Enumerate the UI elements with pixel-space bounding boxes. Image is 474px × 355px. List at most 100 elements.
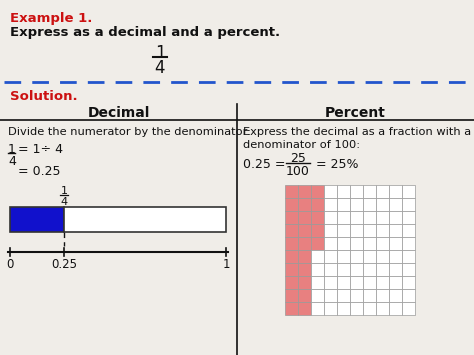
Bar xyxy=(311,185,324,198)
Bar xyxy=(285,263,298,276)
Bar xyxy=(376,237,389,250)
Bar xyxy=(298,289,311,302)
Bar xyxy=(363,198,376,211)
Bar xyxy=(402,211,415,224)
Bar xyxy=(337,224,350,237)
Bar xyxy=(402,224,415,237)
Bar xyxy=(337,276,350,289)
Bar xyxy=(402,237,415,250)
Bar xyxy=(285,198,298,211)
Bar xyxy=(10,207,64,232)
Bar xyxy=(376,263,389,276)
Bar xyxy=(324,237,337,250)
Bar xyxy=(324,224,337,237)
Bar xyxy=(389,289,402,302)
Text: Solution.: Solution. xyxy=(10,90,78,103)
Bar xyxy=(350,250,363,263)
Bar xyxy=(337,198,350,211)
Bar xyxy=(337,289,350,302)
Bar xyxy=(311,276,324,289)
Bar xyxy=(311,302,324,315)
Bar xyxy=(363,224,376,237)
Bar xyxy=(285,224,298,237)
Bar xyxy=(376,198,389,211)
Bar xyxy=(285,211,298,224)
Bar xyxy=(402,263,415,276)
Bar xyxy=(350,276,363,289)
Bar xyxy=(298,237,311,250)
Bar xyxy=(376,250,389,263)
Bar xyxy=(311,211,324,224)
Bar xyxy=(389,276,402,289)
Bar xyxy=(311,250,324,263)
Bar xyxy=(389,237,402,250)
Bar xyxy=(298,276,311,289)
Bar xyxy=(324,250,337,263)
Bar xyxy=(389,250,402,263)
Bar xyxy=(298,198,311,211)
Bar xyxy=(285,185,298,198)
Bar xyxy=(64,207,226,232)
Bar xyxy=(389,224,402,237)
Text: denominator of 100:: denominator of 100: xyxy=(243,140,360,150)
Bar xyxy=(285,302,298,315)
Text: 1: 1 xyxy=(8,143,16,156)
Bar xyxy=(324,302,337,315)
Bar xyxy=(285,237,298,250)
Bar xyxy=(337,211,350,224)
Bar xyxy=(363,276,376,289)
Bar xyxy=(337,185,350,198)
Bar xyxy=(363,302,376,315)
Bar xyxy=(402,185,415,198)
Bar xyxy=(350,302,363,315)
Bar xyxy=(350,237,363,250)
Bar xyxy=(298,224,311,237)
Bar xyxy=(298,211,311,224)
Bar xyxy=(402,250,415,263)
Bar xyxy=(337,250,350,263)
Bar xyxy=(350,289,363,302)
Bar xyxy=(298,250,311,263)
Bar xyxy=(389,185,402,198)
Bar xyxy=(311,289,324,302)
Text: 0.25: 0.25 xyxy=(51,258,77,271)
Bar xyxy=(363,237,376,250)
Bar xyxy=(389,198,402,211)
Text: Divide the numerator by the denominator:: Divide the numerator by the denominator: xyxy=(8,127,251,137)
Bar xyxy=(376,211,389,224)
Bar xyxy=(363,211,376,224)
Bar xyxy=(285,250,298,263)
Bar xyxy=(298,263,311,276)
Text: 100: 100 xyxy=(286,165,310,178)
Bar xyxy=(376,224,389,237)
Bar xyxy=(350,211,363,224)
Bar xyxy=(337,263,350,276)
Bar xyxy=(324,185,337,198)
Bar xyxy=(324,276,337,289)
Bar xyxy=(350,185,363,198)
Bar xyxy=(363,289,376,302)
Bar xyxy=(311,237,324,250)
Bar xyxy=(402,302,415,315)
Bar xyxy=(337,302,350,315)
Bar xyxy=(324,289,337,302)
Bar xyxy=(337,237,350,250)
Text: = 25%: = 25% xyxy=(316,158,358,171)
Bar xyxy=(376,289,389,302)
Text: Percent: Percent xyxy=(325,106,386,120)
Text: 1: 1 xyxy=(222,258,230,271)
Bar xyxy=(298,302,311,315)
Bar xyxy=(311,224,324,237)
Bar xyxy=(363,185,376,198)
Text: 1: 1 xyxy=(61,186,67,196)
Bar xyxy=(350,224,363,237)
Bar xyxy=(389,211,402,224)
Bar xyxy=(376,185,389,198)
Text: = 0.25: = 0.25 xyxy=(18,165,61,178)
Bar xyxy=(350,263,363,276)
Text: 25: 25 xyxy=(290,152,306,165)
Bar xyxy=(376,276,389,289)
Bar xyxy=(402,276,415,289)
Bar xyxy=(298,185,311,198)
Bar xyxy=(389,302,402,315)
